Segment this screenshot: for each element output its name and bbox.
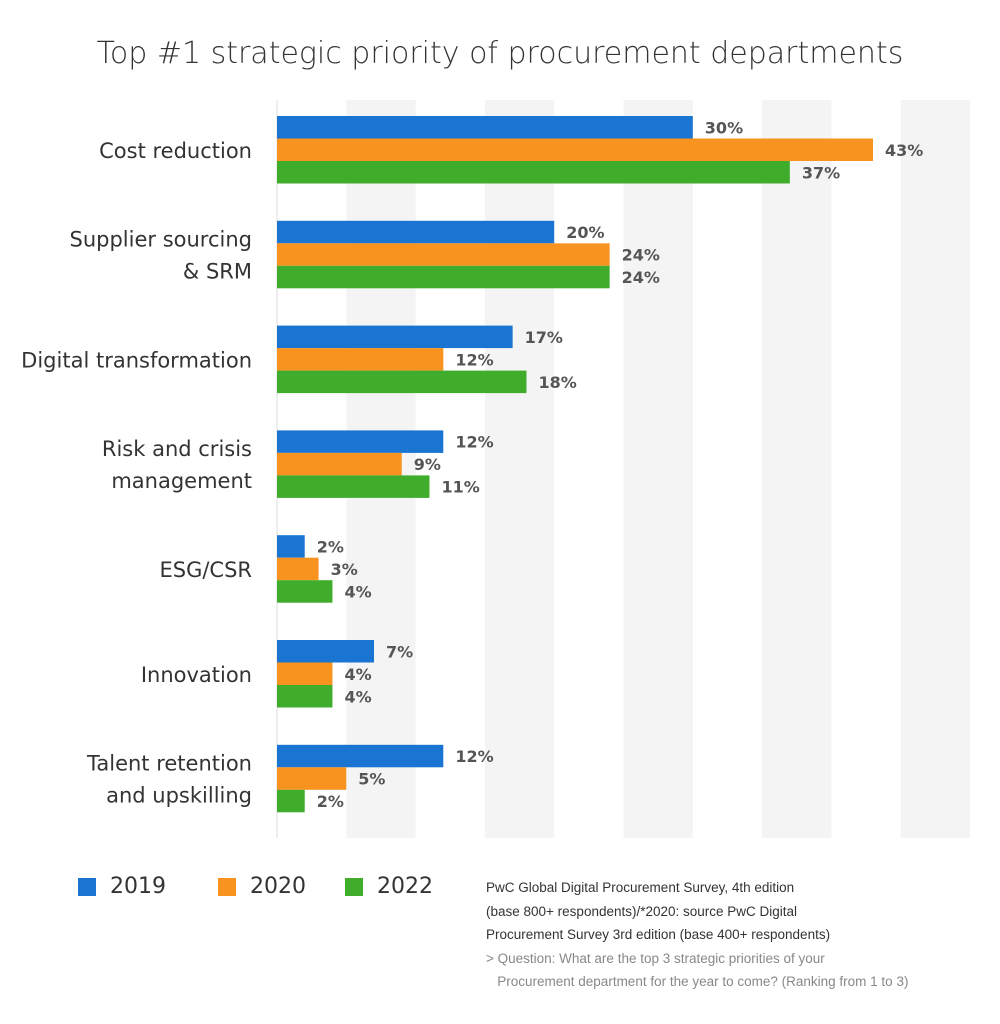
data-label: 20% <box>566 223 604 242</box>
bar-2020 <box>277 243 610 266</box>
data-label: 3% <box>331 560 358 579</box>
category-label: Talent retention <box>86 752 252 776</box>
data-label: 12% <box>455 350 493 369</box>
legend-label: 2020 <box>250 874 306 899</box>
bar-2019 <box>277 220 555 244</box>
data-label: 12% <box>455 747 493 766</box>
bar-2022 <box>277 685 333 708</box>
bar-2022 <box>277 265 610 289</box>
data-label: 4% <box>344 582 371 601</box>
data-label: 43% <box>885 141 923 160</box>
bar-2020 <box>277 662 333 685</box>
bar-2020 <box>277 452 402 476</box>
grid-band <box>900 100 970 838</box>
data-label: 5% <box>358 770 385 789</box>
bar-2019 <box>277 640 375 663</box>
legend-label: 2019 <box>110 874 166 899</box>
legend-item-2022: 2022 <box>345 874 433 899</box>
legend-swatch <box>218 877 236 896</box>
data-label: 17% <box>525 328 563 347</box>
data-label: 24% <box>622 268 660 287</box>
legend-swatch <box>345 877 363 896</box>
bar-2019 <box>277 535 305 558</box>
category-label: and upskilling <box>106 784 252 808</box>
data-label: 9% <box>414 455 441 474</box>
grid-band <box>484 100 555 838</box>
data-label: 11% <box>441 478 479 497</box>
data-label: 7% <box>386 642 413 661</box>
data-label: 37% <box>802 163 840 182</box>
question-line: Procurement department for the year to c… <box>486 974 909 989</box>
source-line: (base 800+ respondents)/*2020: source Pw… <box>486 903 798 919</box>
question-line: > Question: What are the top 3 strategic… <box>486 950 825 966</box>
bar-2022 <box>277 370 527 394</box>
bar-2022 <box>277 580 333 603</box>
category-label: Supplier sourcing <box>70 228 253 252</box>
category-label: management <box>111 469 252 493</box>
bar-2019 <box>277 430 444 453</box>
source-line: Procurement Survey 3rd edition (base 400… <box>486 927 831 942</box>
category-label: Digital transformation <box>21 348 252 372</box>
data-label: 12% <box>455 433 493 452</box>
chart-title: Top #1 strategic priority of procurement… <box>96 36 904 71</box>
category-label: Cost reduction <box>99 139 252 163</box>
legend-label: 2022 <box>377 874 433 899</box>
category-label: ESG/CSR <box>159 558 252 582</box>
category-label: Innovation <box>141 663 252 687</box>
bar-2022 <box>277 475 430 498</box>
legend-swatch <box>78 877 96 896</box>
category-label: & SRM <box>183 260 252 284</box>
bar-2020 <box>277 767 347 790</box>
bar-2019 <box>277 325 513 349</box>
bar-2022 <box>277 161 790 184</box>
bar-2019 <box>277 116 693 139</box>
grid-band <box>623 100 693 838</box>
grid-band <box>762 100 832 838</box>
data-label: 30% <box>705 118 743 137</box>
bar-2019 <box>277 744 444 768</box>
data-label: 4% <box>344 665 371 684</box>
bar-2020 <box>277 348 444 371</box>
category-label: Risk and crisis <box>102 437 252 461</box>
data-label: 4% <box>344 687 371 706</box>
data-label: 18% <box>538 373 576 392</box>
bar-2022 <box>277 789 305 813</box>
data-label: 24% <box>622 246 660 265</box>
bar-chart: Cost reduction 30% 43% 37% Supplier sourcing… <box>21 100 970 838</box>
source-note: PwC Global Digital Procurement Survey, 4… <box>486 876 908 994</box>
source-line: PwC Global Digital Procurement Survey, 4… <box>486 880 795 895</box>
legend-item-2019: 2019 <box>78 874 166 899</box>
data-label: 2% <box>317 537 344 556</box>
data-label: 2% <box>317 792 344 811</box>
bar-2020 <box>277 557 319 581</box>
bar-2020 <box>277 138 873 161</box>
legend-item-2020: 2020 <box>218 874 306 899</box>
